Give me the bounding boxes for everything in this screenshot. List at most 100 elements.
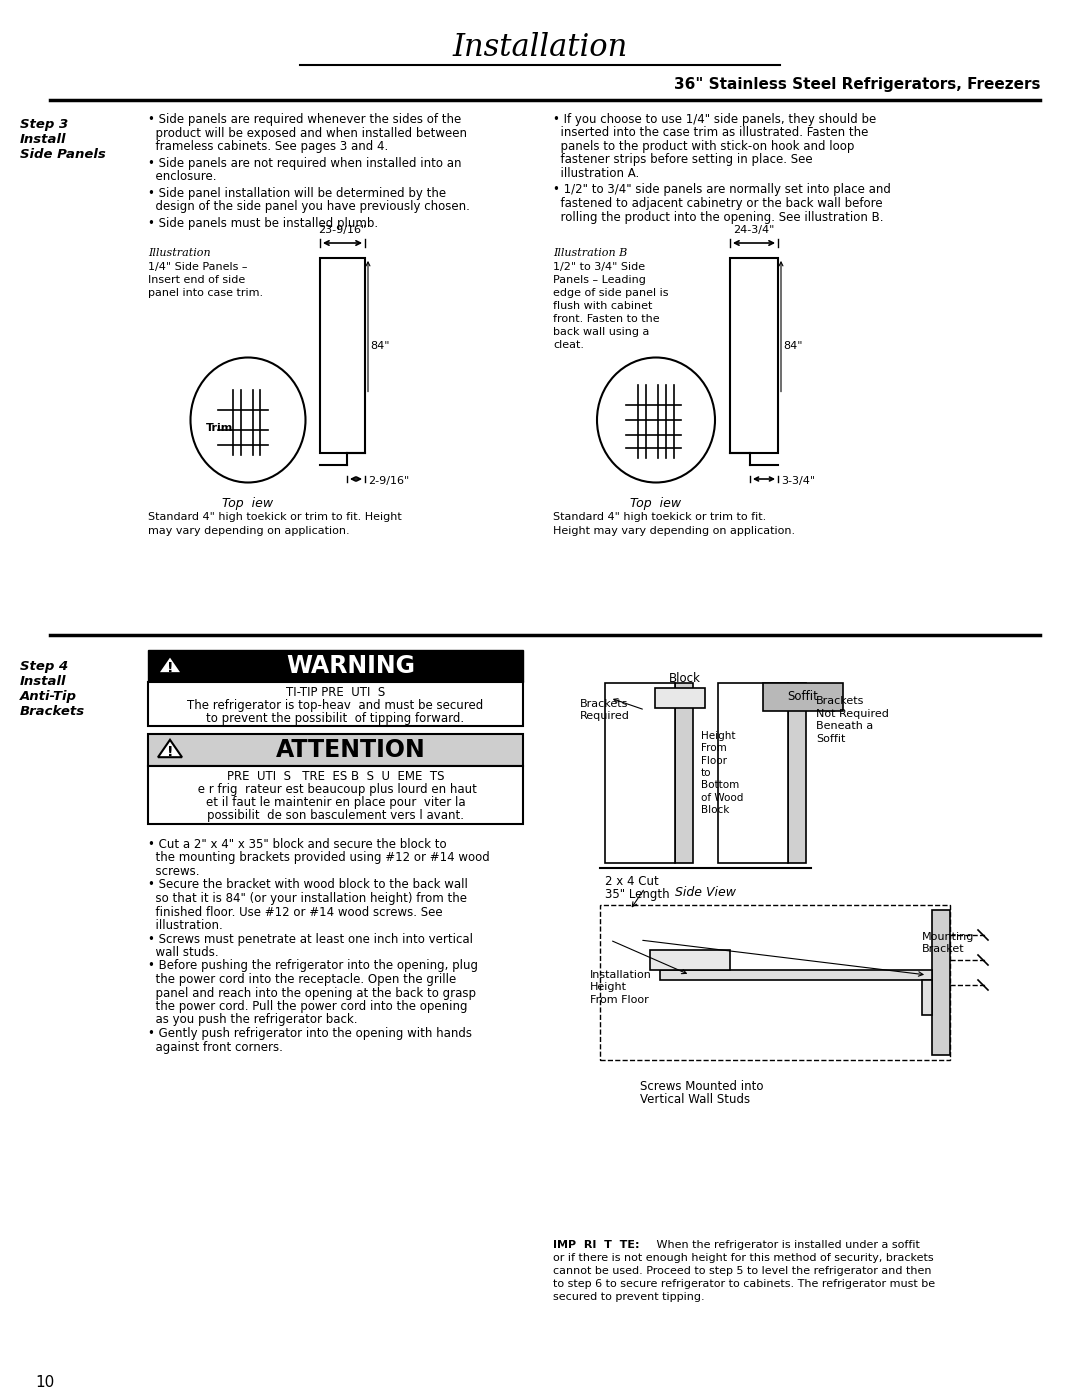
Text: Brackets
Not Required
Beneath a
Soffit: Brackets Not Required Beneath a Soffit bbox=[816, 696, 889, 743]
Text: 10: 10 bbox=[35, 1375, 54, 1390]
Bar bbox=[762, 683, 843, 711]
Text: 84": 84" bbox=[783, 341, 802, 351]
Text: !: ! bbox=[166, 661, 173, 675]
Text: cannot be used. Proceed to step 5 to level the refrigerator and then: cannot be used. Proceed to step 5 to lev… bbox=[553, 1266, 931, 1275]
Text: to prevent the possibilit  of tipping forward.: to prevent the possibilit of tipping for… bbox=[206, 712, 464, 725]
Text: or if there is not enough height for this method of security, brackets: or if there is not enough height for thi… bbox=[553, 1253, 933, 1263]
Text: • Screws must penetrate at least one inch into vertical: • Screws must penetrate at least one inc… bbox=[148, 933, 473, 946]
Text: Vertical Wall Studs: Vertical Wall Studs bbox=[640, 1092, 751, 1106]
Bar bbox=[718, 683, 788, 863]
Text: the power cord into the receptacle. Open the grille: the power cord into the receptacle. Open… bbox=[148, 972, 456, 986]
Text: • Cut a 2" x 4" x 35" block and secure the block to: • Cut a 2" x 4" x 35" block and secure t… bbox=[148, 838, 447, 851]
Text: 23-9/16": 23-9/16" bbox=[319, 225, 366, 235]
Text: finished floor. Use #12 or #14 wood screws. See: finished floor. Use #12 or #14 wood scre… bbox=[148, 905, 443, 918]
Text: 1/2" to 3/4" Side: 1/2" to 3/4" Side bbox=[553, 263, 645, 272]
Text: cleat.: cleat. bbox=[553, 339, 584, 351]
Text: inserted into the case trim as illustrated. Fasten the: inserted into the case trim as illustrat… bbox=[553, 127, 868, 140]
Text: 35" Length: 35" Length bbox=[605, 888, 670, 901]
Text: Block: Block bbox=[670, 672, 701, 685]
Text: Brackets
Required: Brackets Required bbox=[580, 698, 630, 721]
Text: When the refrigerator is installed under a soffit: When the refrigerator is installed under… bbox=[653, 1241, 920, 1250]
Text: to step 6 to secure refrigerator to cabinets. The refrigerator must be: to step 6 to secure refrigerator to cabi… bbox=[553, 1280, 935, 1289]
Bar bbox=[788, 683, 806, 863]
Text: so that it is 84" (or your installation height) from the: so that it is 84" (or your installation … bbox=[148, 893, 467, 905]
Text: product will be exposed and when installed between: product will be exposed and when install… bbox=[148, 127, 467, 140]
Bar bbox=[148, 733, 523, 766]
Text: flush with cabinet: flush with cabinet bbox=[553, 300, 652, 312]
Text: Install: Install bbox=[21, 675, 67, 687]
Text: edge of side panel is: edge of side panel is bbox=[553, 288, 669, 298]
Text: Illustration: Illustration bbox=[148, 249, 211, 258]
Text: the mounting brackets provided using #12 or #14 wood: the mounting brackets provided using #12… bbox=[148, 852, 489, 865]
Text: WARNING: WARNING bbox=[286, 654, 415, 678]
Text: 1/4" Side Panels –: 1/4" Side Panels – bbox=[148, 263, 247, 272]
Text: Top  iew: Top iew bbox=[631, 497, 681, 510]
Text: Soffit: Soffit bbox=[787, 690, 819, 704]
Text: Height may vary depending on application.: Height may vary depending on application… bbox=[553, 525, 795, 535]
Text: possibilit  de son basculement vers l avant.: possibilit de son basculement vers l ava… bbox=[207, 809, 464, 821]
Text: panel into case trim.: panel into case trim. bbox=[148, 288, 264, 298]
Text: • Secure the bracket with wood block to the back wall: • Secure the bracket with wood block to … bbox=[148, 879, 468, 891]
Text: panel and reach into the opening at the back to grasp: panel and reach into the opening at the … bbox=[148, 986, 476, 999]
Bar bbox=[605, 683, 675, 863]
Text: 84": 84" bbox=[370, 341, 390, 351]
Polygon shape bbox=[158, 740, 183, 757]
Text: • Side panel installation will be determined by the: • Side panel installation will be determ… bbox=[148, 187, 446, 200]
Text: 2-9/16": 2-9/16" bbox=[368, 476, 409, 486]
Text: Installation
Height
From Floor: Installation Height From Floor bbox=[590, 970, 652, 1004]
Text: front. Fasten to the: front. Fasten to the bbox=[553, 314, 660, 324]
Text: PRE  UTI  S   TRE  ES B  S  U  EME  TS: PRE UTI S TRE ES B S U EME TS bbox=[227, 770, 444, 782]
Text: rolling the product into the opening. See illustration B.: rolling the product into the opening. Se… bbox=[553, 211, 883, 224]
Text: panels to the product with stick-on hook and loop: panels to the product with stick-on hook… bbox=[553, 140, 854, 154]
Bar bbox=[675, 683, 693, 863]
Text: ATTENTION: ATTENTION bbox=[275, 738, 426, 761]
Text: Brackets: Brackets bbox=[21, 705, 85, 718]
Text: • Side panels must be installed plumb.: • Side panels must be installed plumb. bbox=[148, 217, 378, 229]
Text: Height
From
Floor
to
Bottom
of Wood
Block: Height From Floor to Bottom of Wood Bloc… bbox=[701, 731, 743, 816]
Text: et il faut le maintenir en place pour  viter la: et il faut le maintenir en place pour vi… bbox=[205, 796, 465, 809]
Text: Standard 4" high toekick or trim to fit.: Standard 4" high toekick or trim to fit. bbox=[553, 513, 766, 522]
Text: Insert end of side: Insert end of side bbox=[148, 275, 245, 285]
Text: illustration A.: illustration A. bbox=[553, 168, 639, 180]
Text: !: ! bbox=[166, 745, 173, 759]
Text: 2 x 4 Cut: 2 x 4 Cut bbox=[605, 875, 659, 888]
Text: • If you choose to use 1/4" side panels, they should be: • If you choose to use 1/4" side panels,… bbox=[553, 113, 876, 126]
Text: may vary depending on application.: may vary depending on application. bbox=[148, 525, 350, 535]
Bar bbox=[654, 687, 705, 708]
Text: Trim: Trim bbox=[206, 423, 233, 433]
Text: secured to prevent tipping.: secured to prevent tipping. bbox=[553, 1292, 704, 1302]
Text: Installation: Installation bbox=[453, 32, 627, 63]
Text: as you push the refrigerator back.: as you push the refrigerator back. bbox=[148, 1013, 357, 1027]
Bar bbox=[922, 981, 932, 1016]
Text: • Side panels are not required when installed into an: • Side panels are not required when inst… bbox=[148, 156, 461, 169]
Text: Step 3: Step 3 bbox=[21, 117, 68, 131]
Text: • Gently push refrigerator into the opening with hands: • Gently push refrigerator into the open… bbox=[148, 1027, 472, 1039]
Bar bbox=[730, 258, 778, 453]
Text: the power cord. Pull the power cord into the opening: the power cord. Pull the power cord into… bbox=[148, 1000, 468, 1013]
Bar bbox=[660, 970, 932, 981]
Text: Panels – Leading: Panels – Leading bbox=[553, 275, 646, 285]
Bar bbox=[148, 766, 523, 824]
Text: illustration.: illustration. bbox=[148, 919, 222, 932]
Bar bbox=[932, 909, 950, 1055]
Text: The refrigerator is top-heav  and must be secured: The refrigerator is top-heav and must be… bbox=[187, 698, 484, 712]
Text: 36" Stainless Steel Refrigerators, Freezers: 36" Stainless Steel Refrigerators, Freez… bbox=[674, 77, 1040, 92]
Text: Side View: Side View bbox=[675, 886, 735, 900]
Polygon shape bbox=[158, 655, 183, 673]
Bar bbox=[148, 650, 523, 682]
Text: IMP  RI  T  TE:: IMP RI T TE: bbox=[553, 1241, 639, 1250]
Text: Anti-Tip: Anti-Tip bbox=[21, 690, 77, 703]
Text: Mounting
Bracket: Mounting Bracket bbox=[922, 932, 974, 954]
Text: fastened to adjacent cabinetry or the back wall before: fastened to adjacent cabinetry or the ba… bbox=[553, 197, 882, 210]
Text: against front corners.: against front corners. bbox=[148, 1041, 283, 1053]
Text: Illustration B: Illustration B bbox=[553, 249, 627, 258]
Bar bbox=[650, 950, 730, 970]
Text: Screws Mounted into: Screws Mounted into bbox=[640, 1080, 764, 1092]
Text: screws.: screws. bbox=[148, 865, 200, 877]
Text: e r frig  rateur est beaucoup plus lourd en haut: e r frig rateur est beaucoup plus lourd … bbox=[194, 782, 477, 796]
Text: 3-3/4": 3-3/4" bbox=[781, 476, 815, 486]
Text: • Side panels are required whenever the sides of the: • Side panels are required whenever the … bbox=[148, 113, 461, 126]
Text: Side Panels: Side Panels bbox=[21, 148, 106, 161]
Text: 24-3/4": 24-3/4" bbox=[733, 225, 774, 235]
Text: • Before pushing the refrigerator into the opening, plug: • Before pushing the refrigerator into t… bbox=[148, 960, 478, 972]
